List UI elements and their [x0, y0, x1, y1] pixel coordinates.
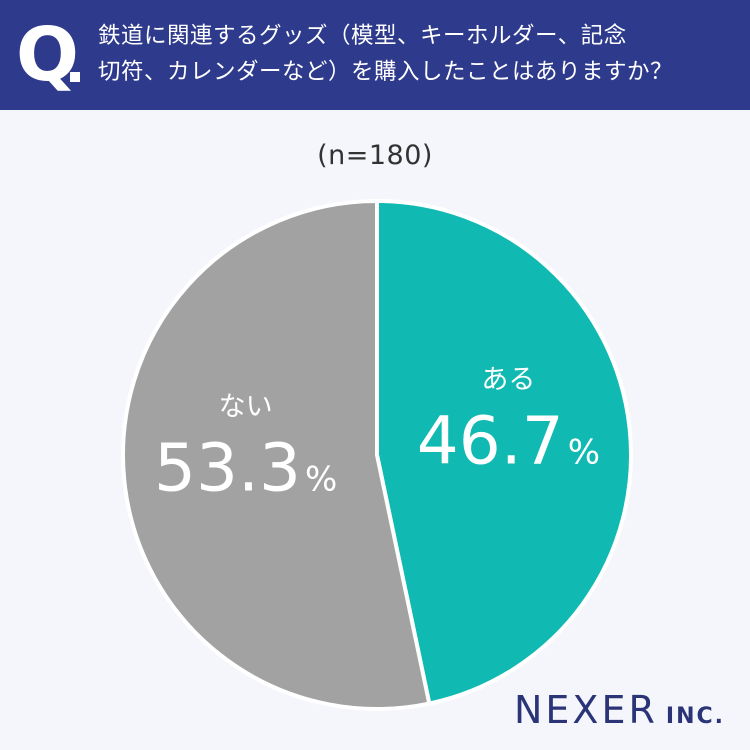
q-dot: [70, 72, 80, 82]
q-mark: Q: [16, 12, 79, 98]
slice-label-no: ない: [219, 392, 273, 423]
question-line-1: 鉄道に関連するグッズ（模型、キーホルダー、記念: [98, 23, 627, 49]
pie-slice-no: [121, 199, 432, 711]
sample-size: (n=180): [317, 140, 433, 171]
question-line-2: 切符、カレンダーなど）を購入したことはありますか？: [98, 59, 674, 85]
slice-value-yes: 46.7%: [417, 402, 600, 479]
question-header: Q 鉄道に関連するグッズ（模型、キーホルダー、記念 切符、カレンダーなど）を購入…: [0, 0, 750, 110]
pie-slice-yes: [375, 199, 633, 706]
nexer-logo: NEXER INC.: [514, 688, 725, 732]
logo-sub: INC.: [665, 704, 725, 729]
slice-value-no: 53.3%: [154, 430, 337, 507]
question-text: 鉄道に関連するグッズ（模型、キーホルダー、記念 切符、カレンダーなど）を購入した…: [98, 18, 738, 90]
logo-main: NEXER: [514, 688, 658, 732]
slice-label-yes: ある: [481, 364, 535, 395]
